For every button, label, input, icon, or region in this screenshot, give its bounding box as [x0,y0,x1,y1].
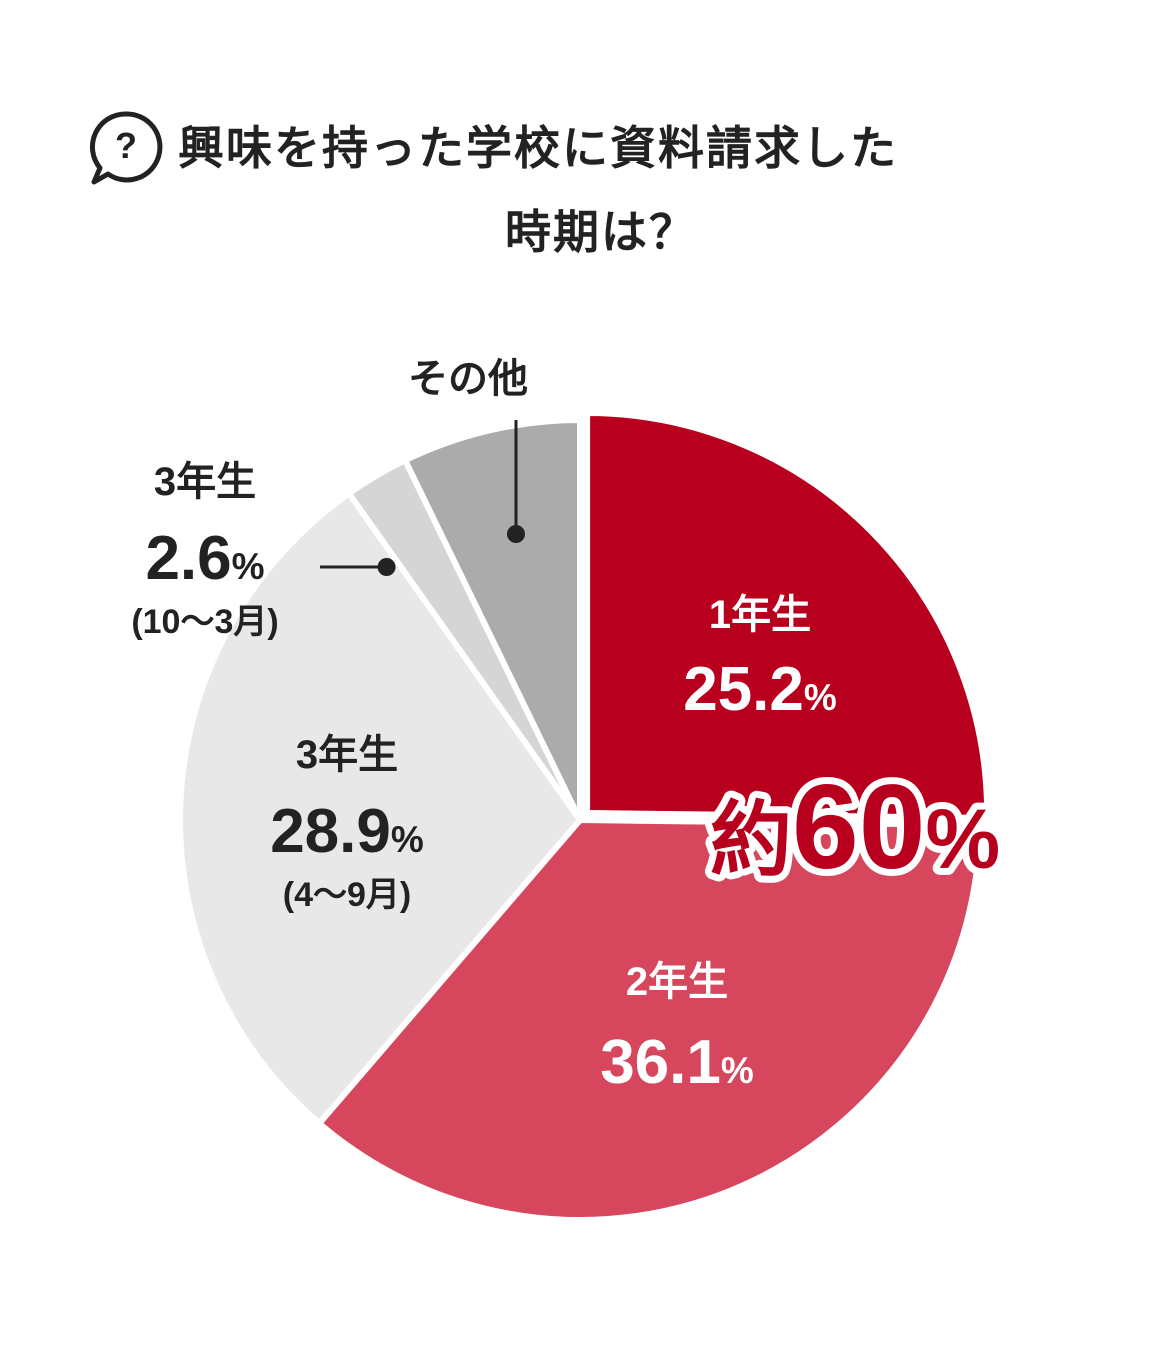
pie-slice-other [402,417,583,823]
slice-label-y2: 2年生 [626,960,728,1004]
slice-label-y1: 1年生 [709,593,811,637]
slice-value-y2: 36.1% [600,1028,754,1097]
pie-slice-y1 [584,409,991,821]
slice-note-y3b: (10〜3月) [131,603,278,641]
pie-slice-y2 [316,817,983,1223]
highlight-annotation: 約60% [710,760,1000,894]
question-bubble-icon: ? [89,111,163,185]
pie-slice-y3a [177,490,583,1127]
slice-label-other: その他 [408,357,528,401]
slice-value-y3a: 28.9% [270,797,424,866]
chart-title-line-1: 興味を持った学校に資料請求した [178,121,898,175]
slice-value-y3b: 2.6% [145,524,264,593]
slice-note-y3a: (4〜9月) [283,876,411,914]
leader-dot-other [507,525,525,543]
slice-label-y3b: 3年生 [154,460,256,504]
leader-dot-y3b [377,558,396,576]
slice-label-y3a: 3年生 [296,733,398,777]
chart-title-line-2: 時期は？ [505,205,697,259]
slice-value-y1: 25.2% [683,655,837,724]
svg-text:?: ? [115,125,137,166]
